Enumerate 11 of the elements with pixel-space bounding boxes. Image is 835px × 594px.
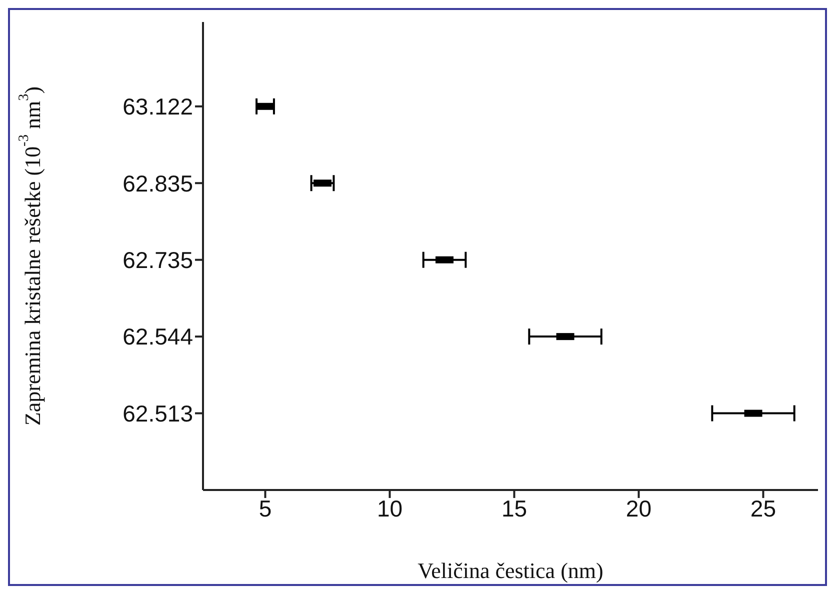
x-tick-label: 20 — [626, 495, 652, 522]
y-tick-label: 62.544 — [122, 324, 194, 350]
x-tick-label: 5 — [258, 495, 272, 522]
y-tick-label: 62.835 — [122, 170, 193, 196]
x-tick-label: 15 — [501, 495, 528, 522]
x-tick-label: 10 — [376, 495, 403, 522]
y-tick-label: 62.513 — [122, 400, 193, 426]
y-tick-label: 62.735 — [122, 247, 193, 273]
x-tick-label: 25 — [750, 495, 776, 522]
x-axis-title: Veličina čestica (nm) — [418, 558, 604, 583]
y-tick-label: 63.122 — [122, 94, 193, 120]
